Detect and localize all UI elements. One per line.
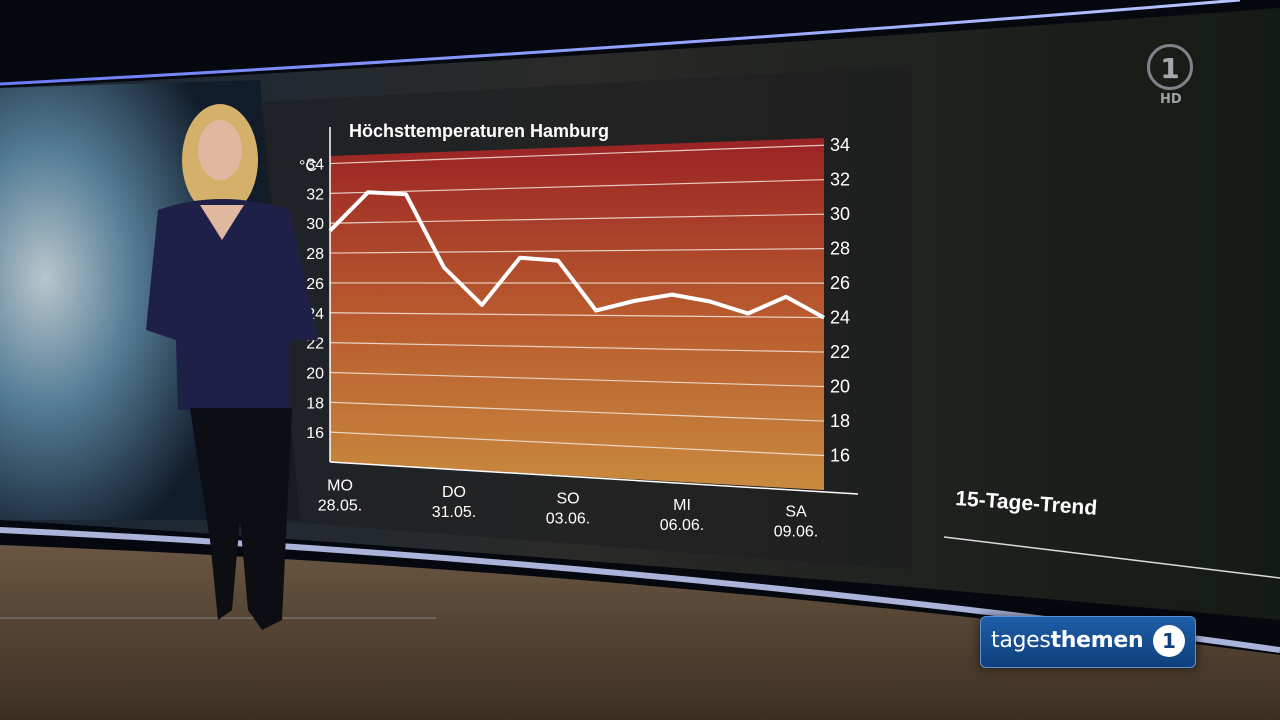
x-tick-date: 09.06. <box>774 523 818 540</box>
y-tick-label: 20 <box>830 377 850 397</box>
y-tick-label: 16 <box>306 425 324 442</box>
gridline <box>329 312 825 319</box>
y-tick-label: 30 <box>306 216 324 233</box>
y-tick-label: 32 <box>830 170 850 190</box>
y-tick-label: 28 <box>306 246 324 263</box>
gridline <box>329 371 825 388</box>
y-axis-unit: °C <box>299 158 317 175</box>
trend-underline <box>943 536 1280 579</box>
temperature-series <box>328 190 825 320</box>
gridline <box>329 342 825 353</box>
y-tick-label: 16 <box>830 446 850 466</box>
x-tick-day: DO <box>442 484 466 501</box>
y-tick-labels-right: 16 18 20 22 24 26 28 30 32 34 <box>830 135 850 465</box>
channel-logo: 1 <box>1147 44 1193 90</box>
gridline <box>329 179 825 194</box>
x-tick-day: MO <box>327 478 353 495</box>
temperature-line <box>328 190 825 320</box>
y-tick-label: 34 <box>830 135 850 155</box>
y-tick-label: 26 <box>830 273 850 293</box>
x-tick-date: 06.06. <box>660 517 704 534</box>
chart-gridlines <box>329 144 825 457</box>
gridline <box>329 431 825 457</box>
y-tick-label: 32 <box>306 186 324 203</box>
chart-axes <box>329 127 859 495</box>
gridline <box>329 144 825 165</box>
x-tick-day: SA <box>785 503 807 520</box>
y-tick-label: 34 <box>306 157 324 174</box>
y-tick-label: 26 <box>306 276 324 293</box>
show-name: tagesthemen <box>991 628 1144 653</box>
y-tick-label: 30 <box>830 204 850 224</box>
plot-area <box>330 138 824 490</box>
presenter <box>146 104 318 630</box>
studio-floor <box>0 545 1280 720</box>
gridline <box>329 248 825 254</box>
chart-title: Höchsttemperaturen Hamburg <box>349 121 609 141</box>
x-tick-day: MI <box>673 497 691 514</box>
y-tick-label: 18 <box>306 395 324 412</box>
show-logo-icon: 1 <box>1153 625 1185 657</box>
x-tick-labels: MO 28.05. DO 31.05. SO 03.06. MI 06.06. SA 09.06. <box>318 478 818 541</box>
x-tick-date: 03.06. <box>546 510 590 527</box>
gridline <box>329 213 825 224</box>
y-tick-label: 24 <box>830 308 850 328</box>
y-tick-label: 28 <box>830 239 850 259</box>
wall-light-top <box>0 0 1241 86</box>
y-tick-label: 22 <box>830 342 850 362</box>
x-tick-date: 28.05. <box>318 498 362 515</box>
y-tick-label: 20 <box>306 365 324 382</box>
gridline <box>329 401 825 422</box>
y-tick-label: 18 <box>830 411 850 431</box>
show-logo-chip: tagesthemen 1 <box>980 616 1196 668</box>
hd-badge: HD <box>1160 92 1182 107</box>
x-tick-day: SO <box>556 490 579 507</box>
x-tick-date: 31.05. <box>432 504 476 521</box>
